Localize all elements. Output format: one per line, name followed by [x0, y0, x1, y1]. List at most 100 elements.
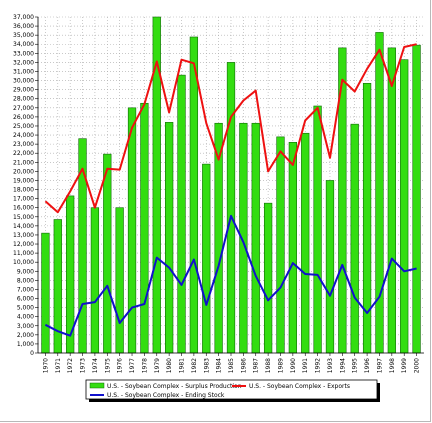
bar-1982	[189, 36, 199, 354]
bar-1991	[301, 132, 310, 354]
bar-1977	[127, 107, 137, 354]
y-tick-label: 15,000	[13, 214, 34, 221]
x-tick-label: 1985	[228, 358, 235, 373]
x-tick-label: 1995	[352, 358, 359, 373]
bar-1992	[313, 105, 322, 354]
bar-1993	[325, 180, 335, 354]
y-tick-label: 30,000	[13, 78, 34, 85]
bar-1985	[226, 62, 236, 354]
x-tick-label: 2000	[414, 358, 421, 373]
bar-1988	[263, 202, 273, 354]
y-tick-label: 13,000	[13, 232, 34, 239]
bar-1990	[288, 142, 297, 354]
y-tick-label: 18,000	[13, 187, 34, 194]
legend-box	[85, 379, 378, 400]
x-tick-label: 1987	[253, 358, 260, 373]
y-tick-label: 28,000	[13, 96, 34, 103]
x-tick-label: 1996	[364, 358, 371, 373]
y-tick-label: 20,000	[13, 168, 34, 175]
x-tick-label: 1977	[129, 358, 136, 373]
y-tick-label: 4,000	[17, 314, 34, 321]
y-tick-label: 26,000	[13, 114, 34, 121]
y-tick-label: 33,000	[13, 50, 34, 57]
bar-1998	[387, 47, 396, 354]
y-tick-label: 7,000	[17, 286, 34, 293]
y-tick-label: 36,000	[13, 23, 34, 30]
bar-1978	[140, 102, 149, 354]
y-tick-label: 10,000	[13, 259, 34, 266]
x-tick-label: 1981	[179, 358, 186, 373]
x-tick-label: 1982	[191, 358, 198, 373]
y-tick-label: 17,000	[13, 196, 34, 203]
x-axis: 1970 1971 1972 1973 1974 1975 1976 1977 1978 1979…	[42, 353, 421, 373]
y-tick-label: 8,000	[17, 277, 34, 284]
x-tick-label: 1978	[141, 358, 148, 373]
bar-1976	[115, 207, 124, 354]
x-tick-label: 1991	[302, 358, 309, 373]
x-tick-label: 1980	[166, 358, 173, 373]
bar-1999	[400, 59, 409, 354]
legend-label: U.S. - Soybean Complex - Ending Stock	[107, 392, 225, 399]
y-tick-label: 0	[30, 350, 34, 357]
x-tick-label: 1984	[216, 358, 223, 373]
bar-1983	[202, 163, 211, 354]
x-tick-label: 1989	[277, 358, 284, 373]
x-tick-label: 1997	[376, 358, 383, 373]
legend: U.S. - Soybean Complex - Surplus Product…	[85, 379, 380, 402]
y-tick-label: 27,000	[13, 105, 34, 112]
y-tick-label: 22,000	[13, 150, 34, 157]
y-tick-label: 12,000	[13, 241, 34, 248]
y-tick-label: 29,000	[13, 87, 34, 94]
x-tick-label: 1993	[327, 358, 334, 373]
y-tick-label: 11,000	[13, 250, 34, 257]
y-tick-label: 24,000	[13, 132, 34, 139]
y-tick-label: 6,000	[17, 296, 34, 303]
bar-2000	[412, 44, 421, 354]
x-tick-label: 1994	[339, 358, 346, 373]
bar-1970	[41, 232, 50, 354]
x-tick-label: 1983	[203, 358, 210, 373]
y-tick-label: 31,000	[13, 68, 34, 75]
x-tick-label: 1992	[315, 358, 322, 373]
bar-1997	[375, 32, 384, 354]
bar-1995	[350, 123, 359, 354]
bar-1980	[165, 122, 174, 354]
bar-1989	[276, 136, 285, 354]
x-tick-label: 1970	[42, 358, 49, 373]
x-tick-label: 1976	[117, 358, 124, 373]
x-tick-label: 1971	[55, 358, 62, 373]
y-tick-label: 9,000	[17, 268, 34, 275]
y-tick-label: 35,000	[13, 32, 34, 39]
y-tick-label: 19,000	[13, 177, 34, 184]
x-tick-label: 1988	[265, 358, 272, 373]
bar-1987	[251, 122, 260, 354]
x-tick-label: 1975	[104, 358, 111, 373]
x-tick-label: 1999	[401, 358, 408, 373]
x-tick-label: 1998	[389, 358, 396, 373]
x-tick-label: 1990	[290, 358, 297, 373]
y-tick-label: 5,000	[17, 305, 34, 312]
y-tick-label: 25,000	[13, 123, 34, 130]
y-tick-label: 32,000	[13, 59, 34, 66]
x-tick-label: 1972	[67, 358, 74, 373]
y-tick-label: 21,000	[13, 159, 34, 166]
y-tick-label: 2,000	[17, 332, 34, 339]
y-tick-label: 37,000	[13, 14, 34, 21]
ending-stock-line	[44, 214, 417, 337]
y-tick-label: 23,000	[13, 141, 34, 148]
bar-1981	[177, 74, 186, 354]
y-tick-label: 34,000	[13, 41, 34, 48]
x-tick-label: 1979	[154, 358, 161, 373]
x-tick-label: 1974	[92, 358, 99, 373]
legend-swatch-surplus	[89, 382, 105, 389]
legend-label: U.S. - Soybean Complex - Exports	[249, 383, 350, 390]
bar-1975	[103, 153, 112, 354]
bar-1974	[90, 207, 100, 354]
y-tick-label: 1,000	[17, 341, 34, 348]
x-tick-label: 1986	[240, 358, 247, 373]
x-tick-label: 1973	[80, 358, 87, 373]
y-tick-label: 3,000	[17, 323, 34, 330]
y-tick-label: 14,000	[13, 223, 34, 230]
